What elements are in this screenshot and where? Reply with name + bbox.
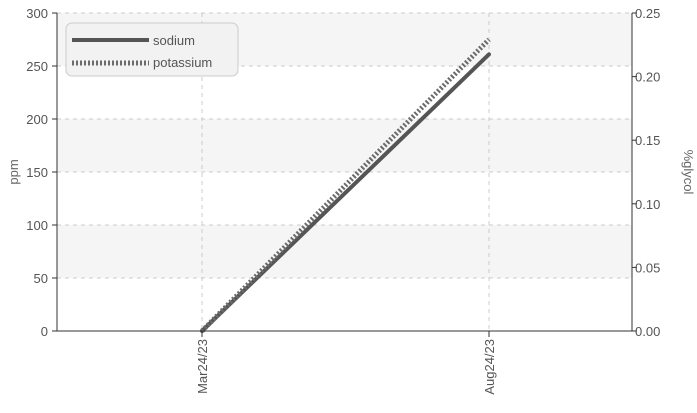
legend: sodium potassium <box>65 22 239 77</box>
y-tick-label: 150 <box>26 165 48 180</box>
y2-tick-label: 0.15 <box>635 133 660 148</box>
series-line-potassium <box>200 37 491 333</box>
y-tick-label: 250 <box>26 59 48 74</box>
legend-label-potassium: potassium <box>153 55 212 70</box>
y-axis-label: ppm <box>6 159 21 184</box>
x-tick-label: Aug24/23 <box>482 339 497 395</box>
y2-tick-label: 0.10 <box>635 197 660 212</box>
axes <box>52 12 637 337</box>
y2-tick-label: 0.25 <box>635 6 660 21</box>
tick-labels: 0 50 100 150 200 250 300 0.00 0.05 0.10 0.15 0.20 0.… <box>26 6 660 395</box>
series-lines <box>200 37 491 333</box>
y-tick-label: 0 <box>41 324 48 339</box>
y-tick-label: 300 <box>26 6 48 21</box>
y2-axis-label: %glycol <box>681 150 696 195</box>
y-tick-label: 200 <box>26 112 48 127</box>
x-tick-label: Mar24/23 <box>195 339 210 394</box>
y2-tick-label: 0.20 <box>635 70 660 85</box>
grid-band <box>57 119 632 172</box>
y-tick-label: 50 <box>34 271 48 286</box>
legend-label-sodium: sodium <box>153 33 195 48</box>
y2-tick-label: 0.00 <box>635 324 660 339</box>
grid-band <box>57 225 632 278</box>
series-line-sodium <box>200 52 491 333</box>
y2-tick-label: 0.05 <box>635 260 660 275</box>
background-bands <box>57 13 632 278</box>
y-tick-label: 100 <box>26 218 48 233</box>
gridlines <box>57 12 632 331</box>
